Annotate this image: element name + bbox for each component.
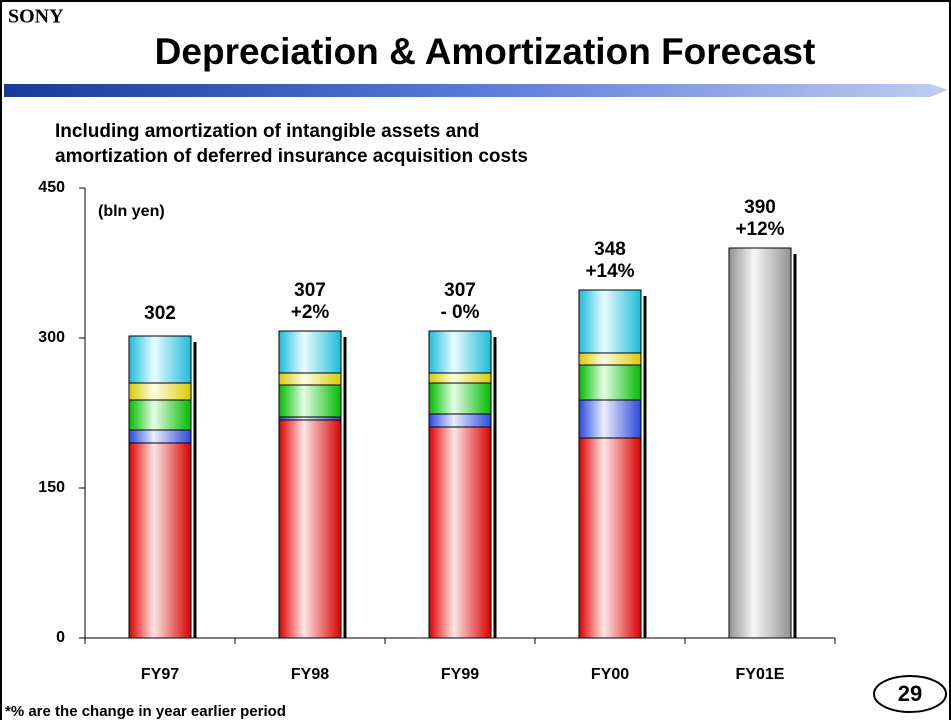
bar-segment	[428, 413, 492, 428]
change-label: +12%	[735, 219, 784, 240]
bar-segment	[578, 399, 642, 439]
x-tick-label: FY01E	[736, 666, 785, 683]
bar-segment	[428, 426, 492, 639]
change-label: +14%	[585, 261, 634, 282]
y-tick-label: 300	[38, 329, 65, 346]
bar-segment	[578, 364, 642, 401]
subtitle: Including amortization of intangible ass…	[55, 121, 479, 142]
total-label: 307	[294, 280, 326, 301]
bar-segment	[128, 442, 192, 639]
bar-segment	[128, 429, 192, 444]
bar-segment	[428, 382, 492, 415]
bar-segment	[128, 335, 192, 384]
bar-segment	[578, 352, 642, 366]
change-label: - 0%	[440, 302, 479, 323]
bar-segment	[578, 289, 642, 354]
bar-segment	[428, 330, 492, 374]
total-label: 307	[444, 280, 476, 301]
brand: SONY	[8, 6, 64, 28]
x-tick-label: FY99	[441, 666, 479, 683]
page-number: 29	[898, 681, 922, 706]
total-label: 348	[594, 239, 626, 260]
bar-segment	[578, 437, 642, 639]
total-label: 302	[144, 303, 176, 324]
y-tick-label: 150	[38, 479, 65, 496]
page-badge	[873, 675, 947, 713]
chart-title: Depreciation & Amortization Forecast	[155, 31, 816, 72]
footnote: *% are the change in year earlier period	[5, 703, 286, 720]
y-tick-label: 450	[38, 179, 65, 196]
bar-segment	[728, 247, 792, 639]
total-label: 390	[744, 197, 776, 218]
x-tick-label: FY98	[291, 666, 329, 683]
bar-segment	[278, 372, 342, 386]
bar-segment	[278, 419, 342, 639]
bar-segment	[428, 372, 492, 384]
bar-segment	[128, 382, 192, 401]
x-tick-label: FY97	[141, 666, 179, 683]
title-banner	[4, 84, 948, 97]
y-tick-label: 0	[56, 629, 65, 646]
x-tick-label: FY00	[591, 666, 629, 683]
change-label: +2%	[291, 302, 330, 323]
subtitle: amortization of deferred insurance acqui…	[55, 146, 528, 167]
unit-label: (bln yen)	[98, 203, 165, 220]
bar-segment	[128, 399, 192, 431]
bar-segment	[278, 330, 342, 374]
bar-segment	[278, 384, 342, 418]
